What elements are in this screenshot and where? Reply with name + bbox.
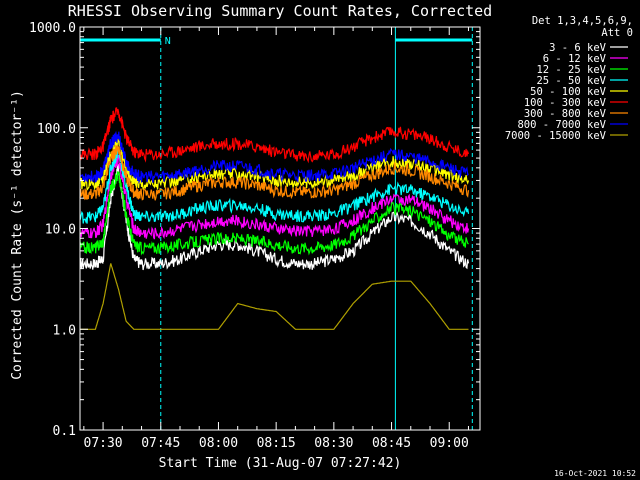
x-tick-label: 08:00 (199, 436, 238, 451)
legend-label: 12 - 25 keV (536, 64, 606, 76)
legend-label: 7000 - 15000 keV (505, 130, 607, 142)
generation-timestamp: 16-Oct-2021 10:52 (554, 469, 636, 478)
legend-label: 300 - 800 keV (524, 108, 607, 120)
x-tick-label: 09:00 (430, 436, 469, 451)
legend-label: 6 - 12 keV (543, 53, 607, 65)
x-tick-label: 07:30 (84, 436, 123, 451)
y-tick-label: 1.0 (53, 323, 76, 338)
series-line-8 (80, 130, 469, 184)
legend-label: 3 - 6 keV (549, 42, 607, 54)
plot-area: N 0.1 1.0 10.0 100.0 1000.0 07:30 07:45 08:00 08:… (29, 21, 481, 451)
night-marker-label: N (165, 36, 171, 47)
y-tick-label: 10.0 (45, 223, 76, 238)
legend-label: 100 - 300 keV (524, 97, 607, 109)
series-line-9 (80, 263, 469, 330)
chart-title: RHESSI Observing Summary Count Rates, Co… (68, 2, 492, 20)
y-tick-label: 1000.0 (29, 21, 76, 36)
series-line-7 (79, 144, 470, 201)
x-tick-label: 08:15 (257, 436, 296, 451)
series-line-6 (79, 107, 470, 164)
x-axis-label: Start Time (31-Aug-07 07:27:42) (159, 456, 402, 471)
series-line-3 (79, 171, 469, 256)
y-tick-label: 0.1 (53, 424, 76, 439)
x-tick-label: 08:45 (372, 436, 411, 451)
legend-label: 800 - 7000 keV (517, 119, 606, 131)
y-axis-label: Corrected Count Rate (s⁻¹ detector⁻¹) (10, 90, 25, 380)
legend-label: 50 - 100 keV (530, 86, 607, 98)
legend-detector-line: Det 1,3,4,5,6,9, (532, 15, 633, 27)
legend-attenuator-line: Att 0 (601, 27, 633, 39)
x-tick-label: 07:45 (141, 436, 180, 451)
y-tick-label: 100.0 (37, 122, 76, 137)
x-tick-label: 08:30 (314, 436, 353, 451)
legend-label: 25 - 50 keV (536, 75, 606, 87)
